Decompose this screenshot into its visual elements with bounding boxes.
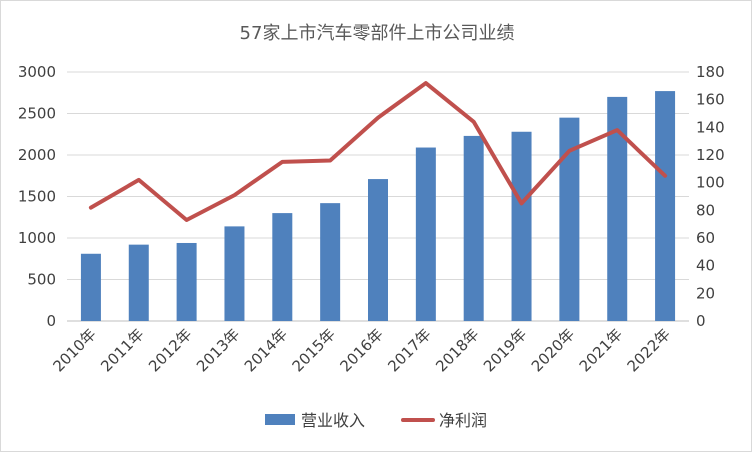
- revenue-bar: [655, 91, 676, 321]
- right-tick-label: 160: [696, 91, 725, 109]
- revenue-bar: [559, 117, 580, 322]
- revenue-bar: [176, 242, 197, 321]
- x-tick-label: 2018年: [432, 325, 482, 375]
- right-tick-label: 20: [696, 284, 715, 302]
- revenue-bar: [511, 131, 532, 321]
- right-tick-label: 140: [696, 118, 725, 136]
- revenue-bar: [320, 203, 341, 321]
- right-tick-label: 100: [696, 174, 725, 192]
- x-tick-label: 2010年: [49, 325, 99, 375]
- left-tick-label: 2000: [18, 146, 56, 164]
- chart-title: 57家上市汽车零部件上市公司业绩: [240, 23, 515, 44]
- revenue-bar: [415, 147, 436, 321]
- legend-label-revenue: 营业收入: [301, 411, 365, 430]
- legend-swatch-revenue: [265, 414, 295, 425]
- right-tick-label: 80: [696, 201, 715, 219]
- left-tick-label: 500: [27, 271, 56, 289]
- revenue-bars: [80, 91, 676, 322]
- right-tick-label: 120: [696, 146, 725, 164]
- right-tick-label: 40: [696, 257, 715, 275]
- x-tick-label: 2017年: [384, 325, 434, 375]
- revenue-bar: [368, 179, 388, 321]
- left-axis-ticks: 0 500 1000 1500 2000 2500 3000: [18, 63, 56, 330]
- x-tick-label: 2016年: [336, 325, 386, 375]
- left-tick-label: 3000: [18, 63, 56, 81]
- x-tick-label: 2014年: [241, 325, 291, 375]
- x-tick-label: 2021年: [576, 325, 626, 375]
- x-tick-label: 2012年: [145, 325, 195, 375]
- x-tick-label: 2011年: [97, 325, 147, 375]
- right-tick-label: 60: [696, 229, 715, 247]
- legend: 营业收入 净利润: [265, 411, 487, 430]
- x-tick-label: 2019年: [480, 325, 530, 375]
- right-tick-label: 180: [696, 63, 725, 81]
- revenue-bar: [128, 244, 149, 321]
- right-tick-label: 0: [696, 312, 706, 330]
- right-axis-ticks: 0 20 40 60 80 100 120 140 160 180: [696, 63, 725, 330]
- left-tick-label: 0: [46, 312, 56, 330]
- x-tick-label: 2020年: [528, 325, 578, 375]
- profit-series-line: [88, 81, 668, 222]
- revenue-bar: [607, 96, 628, 322]
- x-axis-ticks: 2010年2011年2012年2013年2014年2015年2016年2017年…: [49, 325, 673, 375]
- x-tick-label: 2013年: [193, 325, 243, 375]
- revenue-bar: [463, 135, 484, 321]
- left-tick-label: 1000: [18, 229, 56, 247]
- x-tick-label: 2015年: [289, 325, 339, 375]
- revenue-bar: [80, 253, 101, 321]
- left-tick-label: 2500: [18, 105, 56, 123]
- x-tick-label: 2022年: [624, 325, 674, 375]
- revenue-bar: [224, 226, 245, 321]
- legend-label-profit: 净利润: [439, 411, 487, 430]
- profit-line: [88, 81, 668, 222]
- revenue-bar: [272, 213, 293, 321]
- left-tick-label: 1500: [18, 188, 56, 206]
